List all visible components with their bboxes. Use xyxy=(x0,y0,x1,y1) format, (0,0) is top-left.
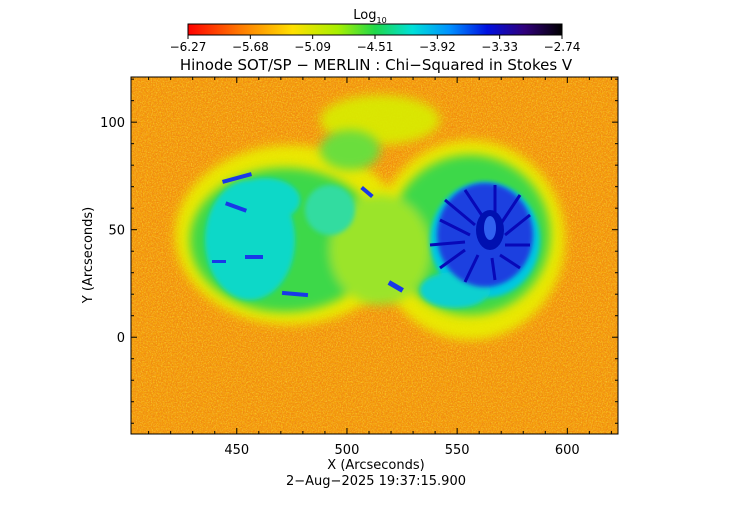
x-axis: 450 500 550 600 xyxy=(148,77,612,458)
x-tick-label: 500 xyxy=(335,443,360,458)
plot-frame xyxy=(130,76,619,435)
colorbar-tick-label: −3.92 xyxy=(419,40,456,54)
heatmap-image xyxy=(131,77,618,434)
y-tick-label: 0 xyxy=(117,331,125,346)
timestamp-footer: 2−Aug−2025 19:37:15.900 xyxy=(286,474,466,489)
colorbar-tick-label: −5.09 xyxy=(294,40,331,54)
y-tick-label: 100 xyxy=(100,116,125,131)
sunspot-marker xyxy=(429,183,533,287)
chart-title: Hinode SOT/SP − MERLIN : Chi−Squared in … xyxy=(180,56,573,74)
colorbar-tick-label: −2.74 xyxy=(544,40,581,54)
x-tick-label: 600 xyxy=(555,443,580,458)
x-axis-label: X (Arcseconds) xyxy=(327,458,424,473)
y-tick-label: 50 xyxy=(108,224,125,239)
colorbar-tick-label: −5.68 xyxy=(232,40,269,54)
colorbar: Log10 −6.27 −5.68 −5.09 −4.51 −3.92 −3.33 −2.7… xyxy=(170,8,581,54)
colorbar-title: Log10 xyxy=(353,8,386,25)
colorbar-tick-label: −3.33 xyxy=(481,40,518,54)
y-axis: 0 50 100 xyxy=(100,78,618,424)
y-axis-label: Y (Arcseconds) xyxy=(81,207,96,304)
x-tick-label: 450 xyxy=(224,443,249,458)
colorbar-tick-label: −4.51 xyxy=(357,40,394,54)
colorbar-tick-label: −6.27 xyxy=(170,40,207,54)
colorbar-ticks: −6.27 −5.68 −5.09 −4.51 −3.92 −3.33 −2.74 xyxy=(170,35,581,54)
x-tick-label: 550 xyxy=(445,443,470,458)
colorbar-gradient xyxy=(187,23,563,36)
